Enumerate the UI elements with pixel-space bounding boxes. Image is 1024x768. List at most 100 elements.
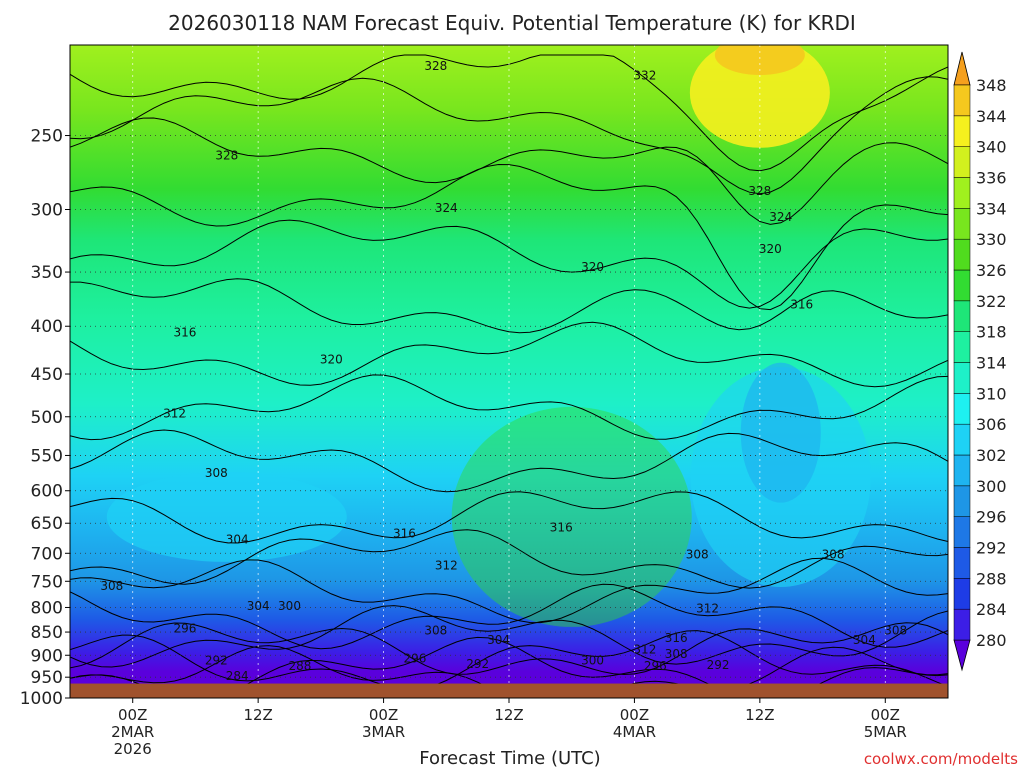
x-tick-label: 5MAR xyxy=(864,723,907,741)
colorbar-label: 300 xyxy=(976,477,1007,496)
contour-label: 300 xyxy=(581,654,604,668)
colorbar-label: 348 xyxy=(976,76,1007,95)
contour-label: 328 xyxy=(748,184,771,198)
colorbar-segment xyxy=(953,393,971,425)
colorbar-label: 330 xyxy=(976,230,1007,249)
contour-label: 296 xyxy=(644,659,667,673)
contour-label: 304 xyxy=(226,533,249,547)
contour-label: 312 xyxy=(633,642,656,656)
contour-label: 308 xyxy=(205,466,228,480)
cool-core-east xyxy=(740,362,821,503)
y-tick-label: 450 xyxy=(31,365,63,385)
y-tick-label: 900 xyxy=(31,646,63,666)
x-tick-label: 00Z xyxy=(369,706,398,724)
contour-label: 316 xyxy=(665,631,688,645)
colorbar-label: 284 xyxy=(976,600,1007,619)
contour-label: 292 xyxy=(466,657,489,671)
x-tick-label: 2MAR xyxy=(111,723,154,741)
x-tick-label: 4MAR xyxy=(613,723,656,741)
x-axis-title: Forecast Time (UTC) xyxy=(419,748,600,768)
dry-pocket-west xyxy=(106,471,347,562)
contour-label: 332 xyxy=(633,68,656,82)
x-tick-label: 00Z xyxy=(620,706,649,724)
colorbar-segment xyxy=(953,238,971,271)
contour-label: 308 xyxy=(424,624,447,638)
contour-label: 304 xyxy=(487,633,510,647)
x-tick-label: 3MAR xyxy=(362,723,405,741)
y-tick-label: 400 xyxy=(31,317,63,337)
contour-label: 308 xyxy=(884,624,907,638)
colorbar-label: 314 xyxy=(976,354,1007,373)
colorbar-segment xyxy=(953,578,971,610)
colorbar-label: 292 xyxy=(976,539,1007,558)
contour-line xyxy=(70,630,948,689)
contour-line xyxy=(70,117,948,225)
contour-line xyxy=(70,491,948,544)
grid-lines xyxy=(70,45,948,698)
y-tick-label: 950 xyxy=(31,668,63,688)
y-tick-label: 250 xyxy=(31,127,63,147)
credit-text: coolwx.com/modelts xyxy=(864,750,1018,768)
contour-label: 320 xyxy=(320,352,343,366)
contour-line xyxy=(70,163,948,311)
colorbar-segment xyxy=(953,269,971,302)
contour-line xyxy=(70,278,948,334)
y-tick-label: 600 xyxy=(31,482,63,502)
colorbar: 280 284 288 292 296 300 302 306 310 314 318 322 326 3… xyxy=(953,51,1007,672)
contour-label: 308 xyxy=(100,579,123,593)
colorbar-segment xyxy=(953,84,971,117)
colorbar-label: 322 xyxy=(976,292,1007,311)
contour-label: 296 xyxy=(174,621,197,635)
contour-line xyxy=(70,429,948,493)
colorbar-label: 334 xyxy=(976,199,1007,218)
colorbar-segment xyxy=(953,146,971,178)
contour-label: 320 xyxy=(759,242,782,256)
x-tick-label: 12Z xyxy=(243,706,272,724)
contour-label: 316 xyxy=(550,520,573,534)
contour-line xyxy=(70,219,948,309)
y-tick-label: 650 xyxy=(31,514,63,534)
colorbar-label: 344 xyxy=(976,107,1007,126)
contour-label: 292 xyxy=(205,654,228,668)
y-tick-label: 1000 xyxy=(20,689,63,709)
x-tick-label: 00Z xyxy=(118,706,147,724)
contour-label: 296 xyxy=(403,651,426,665)
chart-title: 2026030118 NAM Forecast Equiv. Potential… xyxy=(168,11,856,35)
colorbar-label: 340 xyxy=(976,138,1007,157)
colorbar-segment xyxy=(953,547,971,579)
colorbar-segment xyxy=(953,516,971,548)
y-tick-label: 700 xyxy=(31,544,63,564)
field-features xyxy=(106,45,871,627)
contour-label: 324 xyxy=(769,210,792,224)
colorbar-segment xyxy=(953,115,971,147)
colorbar-segment xyxy=(953,423,971,456)
y-tick-label: 800 xyxy=(31,598,63,618)
contour-label: 328 xyxy=(215,149,238,163)
contour-label: 328 xyxy=(424,59,447,73)
colorbar-label: 296 xyxy=(976,508,1007,527)
contour-label: 304 xyxy=(853,633,876,647)
x-tick-label: 00Z xyxy=(871,706,900,724)
colorbar-segment xyxy=(953,608,971,641)
colorbar-label: 288 xyxy=(976,569,1007,588)
colorbar-segment xyxy=(953,208,971,240)
contour-label: 316 xyxy=(393,526,416,540)
contour-label: 316 xyxy=(174,325,197,339)
colorbar-segment xyxy=(953,485,971,517)
colorbar-bottom-arrow xyxy=(953,639,971,672)
contour-labels: 328 332 328 328 324 324 320 320 316 316 320 312 308 3… xyxy=(100,59,907,683)
colorbar-segment xyxy=(953,454,971,487)
contour-label: 284 xyxy=(226,669,249,683)
colorbar-label: 302 xyxy=(976,446,1007,465)
contour-label: 320 xyxy=(581,260,604,274)
y-tick-label: 550 xyxy=(31,446,63,466)
y-tick-label: 300 xyxy=(31,201,63,221)
colorbar-top-arrow xyxy=(953,51,971,86)
x-tick-label: 12Z xyxy=(745,706,774,724)
contour-label: 312 xyxy=(696,601,719,615)
ground-surface xyxy=(70,683,948,698)
contour-line xyxy=(70,374,948,441)
colorbar-label: 336 xyxy=(976,169,1007,188)
